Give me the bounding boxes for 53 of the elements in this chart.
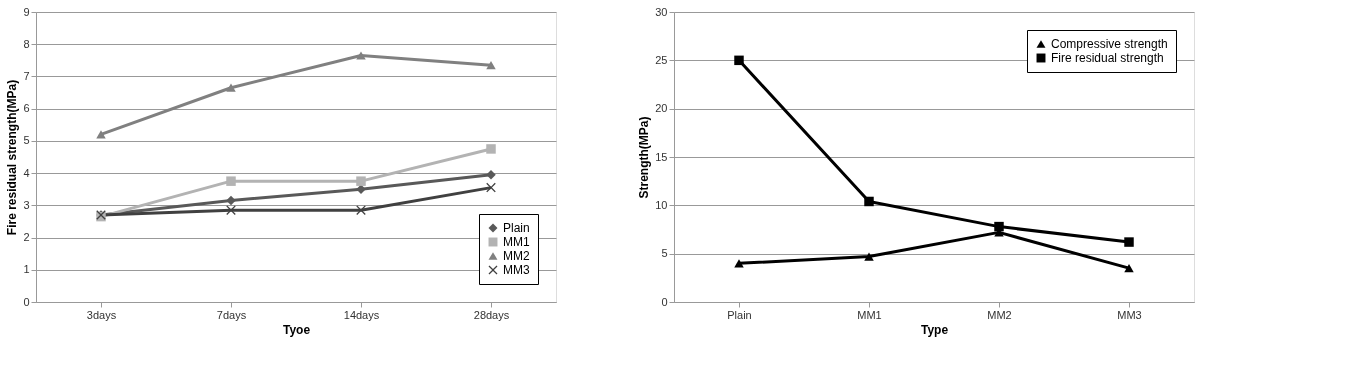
y-tick-label: 4 — [23, 166, 30, 179]
y-tick-label: 7 — [23, 69, 30, 82]
y-axis-title: Strength(MPa) — [637, 116, 652, 199]
x-tick-label: MM1 — [857, 308, 882, 321]
legend-label: MM2 — [503, 249, 530, 263]
x-axis-title: Type — [920, 322, 949, 337]
x-tick-label: MM2 — [987, 308, 1012, 321]
x-tick-label: MM3 — [1117, 308, 1142, 321]
y-tick-label: 2 — [23, 231, 30, 244]
y-tick-label: 8 — [23, 37, 30, 50]
x-tick-label: 28days — [473, 308, 510, 321]
point — [1124, 264, 1134, 273]
y-tick-label: 3 — [23, 198, 30, 211]
x-tick-label: Plain — [727, 308, 752, 321]
point — [864, 196, 874, 207]
y-tick-label: 1 — [23, 263, 30, 276]
y-tick-label: 0 — [661, 295, 668, 308]
y-tick-label: 30 — [655, 5, 668, 18]
y-tick-label: 0 — [23, 295, 30, 308]
y-tick-label: 9 — [23, 5, 30, 18]
x-tick-label: 7days — [216, 308, 247, 321]
legend-label: Plain — [503, 221, 530, 235]
y-tick-label: 20 — [655, 102, 668, 115]
point — [486, 169, 496, 180]
legend-label: Fire residual strength — [1051, 51, 1164, 65]
point — [486, 61, 496, 70]
point — [226, 83, 236, 92]
x-tick-label: 14days — [343, 308, 380, 321]
y-axis-title: Fire residual strength(MPa) — [5, 79, 20, 236]
point — [1124, 237, 1134, 247]
y-tick-label: 10 — [655, 198, 668, 211]
point — [994, 221, 1004, 232]
x-tick-label: 3days — [86, 308, 117, 321]
y-tick-label: 5 — [661, 247, 668, 260]
point — [486, 144, 496, 154]
point — [356, 205, 366, 215]
point — [486, 182, 496, 193]
legend-label: MM3 — [503, 263, 530, 277]
y-tick-label: 6 — [23, 102, 30, 115]
point — [356, 51, 366, 60]
x-axis-title: Tyoe — [282, 322, 311, 337]
legend-label: MM1 — [503, 235, 530, 249]
point — [226, 195, 236, 206]
point — [226, 205, 236, 215]
y-tick-label: 15 — [655, 150, 668, 163]
y-tick-label: 25 — [655, 53, 668, 66]
point — [226, 176, 236, 186]
point — [734, 55, 744, 66]
y-tick-label: 5 — [23, 134, 30, 147]
point — [356, 176, 366, 186]
point — [864, 252, 874, 261]
point — [96, 130, 106, 139]
legend-label: Compressive strength — [1051, 37, 1168, 51]
